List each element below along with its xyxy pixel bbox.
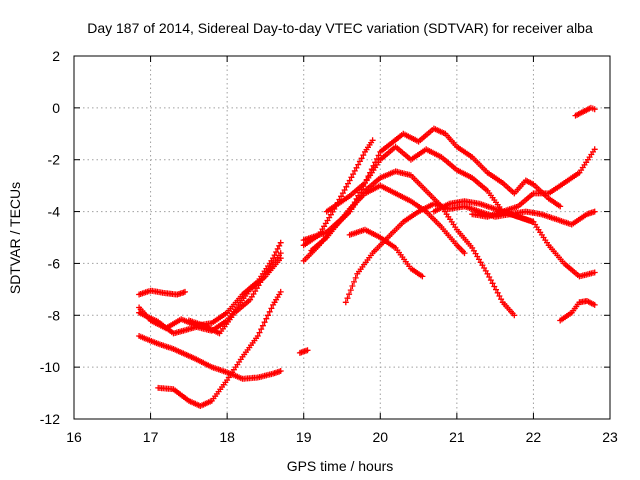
y-tick-label: -6 [48, 255, 61, 271]
series-markers [346, 226, 426, 280]
y-tick-label: -8 [48, 307, 61, 323]
y-axis-label: SDTVAR / TECUs [7, 182, 23, 294]
x-tick-label: 20 [372, 429, 388, 445]
x-tick-label: 18 [219, 429, 235, 445]
series-markers [300, 125, 564, 244]
y-tick-label: 2 [52, 48, 60, 64]
series-track-k [308, 182, 468, 257]
series-track-n [342, 200, 598, 306]
x-tick-label: 19 [296, 429, 312, 445]
y-tick-label: -4 [48, 204, 61, 220]
series-track-a [136, 287, 188, 298]
series-track-g [296, 347, 311, 356]
series-track-q [557, 298, 598, 324]
series-track-p [469, 146, 598, 220]
series-track-r [572, 104, 598, 119]
x-tick-label: 21 [449, 429, 465, 445]
series-markers [572, 104, 598, 119]
series-markers [136, 333, 284, 382]
grid [74, 56, 610, 419]
x-tick-label: 23 [602, 429, 618, 445]
y-tick-label: -10 [40, 359, 60, 375]
series-markers [136, 287, 188, 298]
chart-title: Day 187 of 2014, Sidereal Day-to-day VTE… [87, 20, 593, 36]
series-track-f [185, 250, 284, 337]
x-axis-label: GPS time / hours [287, 458, 394, 474]
series-markers [308, 182, 468, 257]
series-markers [557, 298, 598, 324]
x-tick-label: 16 [66, 429, 82, 445]
plot-frame [73, 55, 611, 420]
series-markers [469, 146, 598, 220]
y-tick-label: 0 [52, 100, 60, 116]
x-tick-label: 17 [143, 429, 159, 445]
series-markers [155, 288, 284, 409]
series-track-d [136, 333, 284, 382]
data-markers [136, 104, 598, 409]
series-markers [296, 347, 311, 356]
series-track-e [155, 288, 284, 409]
y-tick-label: -12 [40, 411, 60, 427]
y-tick-label: -2 [48, 152, 61, 168]
series-markers [342, 200, 598, 306]
x-tick-label: 22 [526, 429, 542, 445]
series-track-j [300, 125, 564, 244]
series-markers [185, 250, 284, 337]
axis-ticks: 16 17 18 19 20 21 22 23 -12 -10 -8 -6 -4 -2 0 2 [40, 48, 618, 445]
series-track-m [346, 226, 426, 280]
